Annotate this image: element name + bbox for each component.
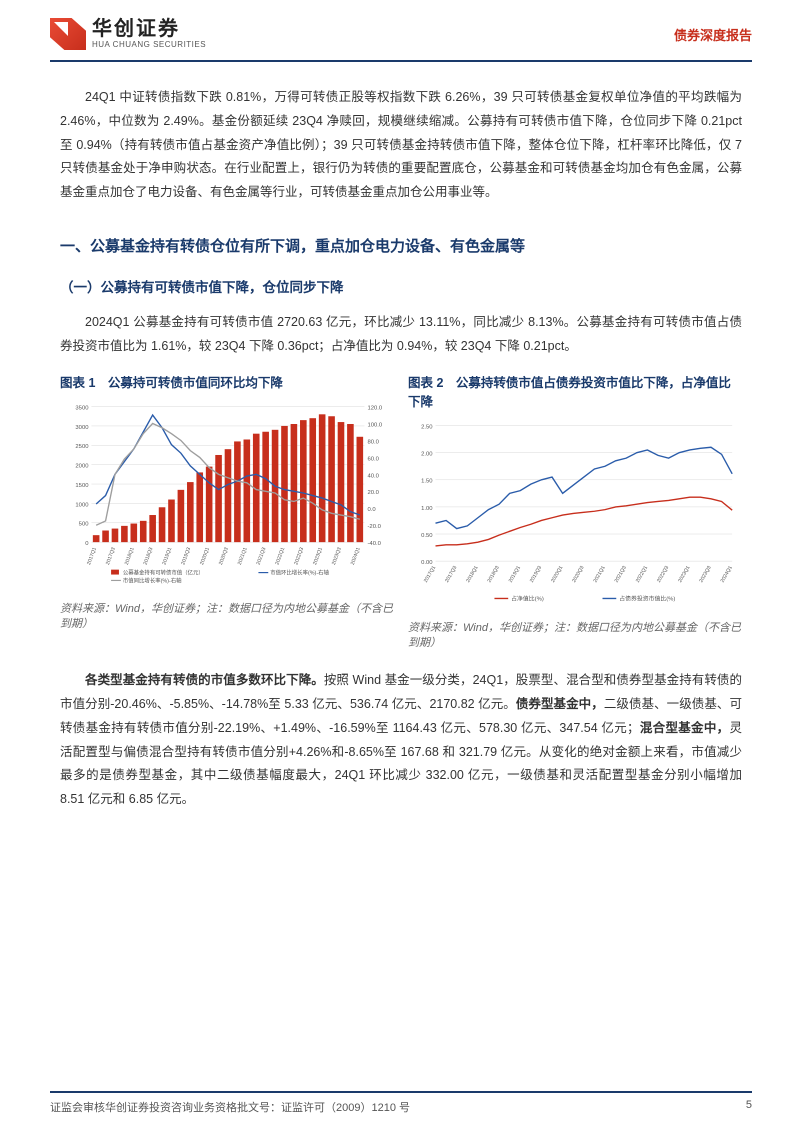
svg-text:80.0: 80.0 — [367, 440, 379, 446]
figure-row: 图表 1 公募持可转债市值同环比均下降 0 500 1000 1500 2000 2500… — [60, 374, 742, 651]
svg-text:3000: 3000 — [75, 425, 89, 431]
svg-text:占债券投资市值比(%): 占债券投资市值比(%) — [619, 594, 675, 602]
svg-text:2017Q1: 2017Q1 — [423, 565, 437, 584]
svg-text:公募基金持有可转债市值（亿元）: 公募基金持有可转债市值（亿元） — [123, 569, 204, 577]
svg-text:2023Q1: 2023Q1 — [677, 565, 691, 584]
logo-en: HUA CHUANG SECURITIES — [92, 41, 206, 49]
svg-text:2018Q3: 2018Q3 — [143, 547, 155, 566]
fig2-title: 图表 2 公募持转债市值占债券投资市值比下降，占净值比下降 — [408, 374, 742, 412]
svg-text:1.50: 1.50 — [421, 479, 433, 485]
svg-text:2017Q3: 2017Q3 — [105, 547, 117, 566]
svg-text:100.0: 100.0 — [367, 423, 382, 429]
section-1-1-title: （一）公募持有可转债市值下降，仓位同步下降 — [60, 275, 742, 301]
fig1-source: 资料来源：Wind，华创证券；注：数据口径为内地公募基金（不含已到期） — [60, 602, 394, 633]
page-header: 华创证券 HUA CHUANG SECURITIES 债券深度报告 — [0, 0, 802, 58]
svg-text:市值环比增长率(%)-右轴: 市值环比增长率(%)-右轴 — [270, 569, 329, 577]
svg-text:2020Q1: 2020Q1 — [199, 547, 211, 566]
logo-mark-icon — [50, 18, 86, 50]
svg-text:2021Q1: 2021Q1 — [237, 547, 249, 566]
para3-bond-label: 债券型基金中， — [516, 697, 604, 711]
svg-text:2019Q1: 2019Q1 — [508, 565, 522, 584]
svg-text:2022Q1: 2022Q1 — [275, 547, 287, 566]
svg-text:0.0: 0.0 — [367, 507, 376, 513]
doc-type: 债券深度报告 — [674, 25, 752, 44]
svg-text:2500: 2500 — [75, 444, 89, 450]
section-1-title: 一、公募基金持有转债仓位有所下调，重点加仓电力设备、有色金属等 — [60, 233, 742, 262]
svg-text:0.50: 0.50 — [421, 533, 433, 539]
svg-text:2020Q3: 2020Q3 — [571, 565, 585, 584]
intro-paragraph: 24Q1 中证转债指数下跌 0.81%，万得可转债正股等权指数下跌 6.26%，… — [60, 86, 742, 205]
svg-text:3500: 3500 — [75, 406, 89, 412]
svg-text:2023Q1: 2023Q1 — [312, 547, 324, 566]
svg-text:2019Q1: 2019Q1 — [162, 547, 174, 566]
svg-text:2021Q1: 2021Q1 — [592, 565, 606, 584]
figure-2: 图表 2 公募持转债市值占债券投资市值比下降，占净值比下降 0.000.501.… — [408, 374, 742, 651]
para-2: 2024Q1 公募基金持有可转债市值 2720.63 亿元，环比减少 13.11… — [60, 311, 742, 359]
para3-lead: 各类型基金持有转债的市值多数环比下降。 — [85, 673, 324, 687]
fig2-chart: 0.000.501.001.502.002.502017Q12017Q32018… — [408, 418, 742, 608]
svg-text:500: 500 — [79, 522, 90, 528]
svg-text:2000: 2000 — [75, 464, 89, 470]
fig1-title: 图表 1 公募持可转债市值同环比均下降 — [60, 374, 394, 393]
svg-text:2017Q1: 2017Q1 — [86, 547, 98, 566]
svg-text:2024Q1: 2024Q1 — [720, 565, 734, 584]
svg-text:占净值比(%): 占净值比(%) — [511, 594, 544, 602]
svg-text:0: 0 — [85, 541, 89, 547]
svg-text:60.0: 60.0 — [367, 456, 379, 462]
svg-text:2022Q3: 2022Q3 — [656, 565, 670, 584]
svg-text:市值同比增长率(%)-右轴: 市值同比增长率(%)-右轴 — [123, 577, 182, 585]
svg-text:-20.0: -20.0 — [367, 524, 381, 530]
svg-text:2021Q3: 2021Q3 — [256, 547, 268, 566]
page-number: 5 — [746, 1099, 752, 1115]
logo: 华创证券 HUA CHUANG SECURITIES — [50, 18, 206, 50]
svg-text:2023Q3: 2023Q3 — [331, 547, 343, 566]
svg-text:2024Q1: 2024Q1 — [350, 547, 362, 566]
svg-text:2022Q3: 2022Q3 — [293, 547, 305, 566]
svg-text:1000: 1000 — [75, 502, 89, 508]
svg-text:2.50: 2.50 — [421, 424, 433, 430]
svg-text:1500: 1500 — [75, 483, 89, 489]
svg-text:2019Q3: 2019Q3 — [180, 547, 192, 566]
footer-left: 证监会审核华创证券投资咨询业务资格批文号：证监许可（2009）1210 号 — [50, 1099, 410, 1115]
svg-text:40.0: 40.0 — [367, 473, 379, 479]
svg-text:2018Q1: 2018Q1 — [124, 547, 136, 566]
para-3: 各类型基金持有转债的市值多数环比下降。按照 Wind 基金一级分类，24Q1，股… — [60, 669, 742, 812]
svg-text:2.00: 2.00 — [421, 452, 433, 458]
svg-text:2018Q1: 2018Q1 — [465, 565, 479, 584]
logo-cn: 华创证券 — [92, 19, 206, 39]
svg-text:2023Q3: 2023Q3 — [698, 565, 712, 584]
svg-text:2020Q3: 2020Q3 — [218, 547, 230, 566]
svg-text:120.0: 120.0 — [367, 406, 382, 412]
footer: 证监会审核华创证券投资咨询业务资格批文号：证监许可（2009）1210 号 5 — [50, 1091, 752, 1115]
content: 24Q1 中证转债指数下跌 0.81%，万得可转债正股等权指数下跌 6.26%，… — [0, 62, 802, 812]
svg-text:2021Q3: 2021Q3 — [614, 565, 628, 584]
svg-text:2020Q1: 2020Q1 — [550, 565, 564, 584]
svg-text:2018Q3: 2018Q3 — [487, 565, 501, 584]
svg-text:2017Q3: 2017Q3 — [444, 565, 458, 584]
para3-mix-label: 混合型基金中， — [640, 721, 730, 735]
svg-text:20.0: 20.0 — [367, 490, 379, 496]
svg-text:1.00: 1.00 — [421, 506, 433, 512]
svg-text:2022Q1: 2022Q1 — [635, 565, 649, 584]
fig1-chart: 0 500 1000 1500 2000 2500 3000 3500 -40.0 -20.0 0.… — [60, 399, 394, 589]
svg-text:2019Q3: 2019Q3 — [529, 565, 543, 584]
figure-1: 图表 1 公募持可转债市值同环比均下降 0 500 1000 1500 2000 2500… — [60, 374, 394, 651]
fig2-source: 资料来源：Wind，华创证券；注：数据口径为内地公募基金（不含已到期） — [408, 621, 742, 652]
svg-text:-40.0: -40.0 — [367, 541, 381, 547]
